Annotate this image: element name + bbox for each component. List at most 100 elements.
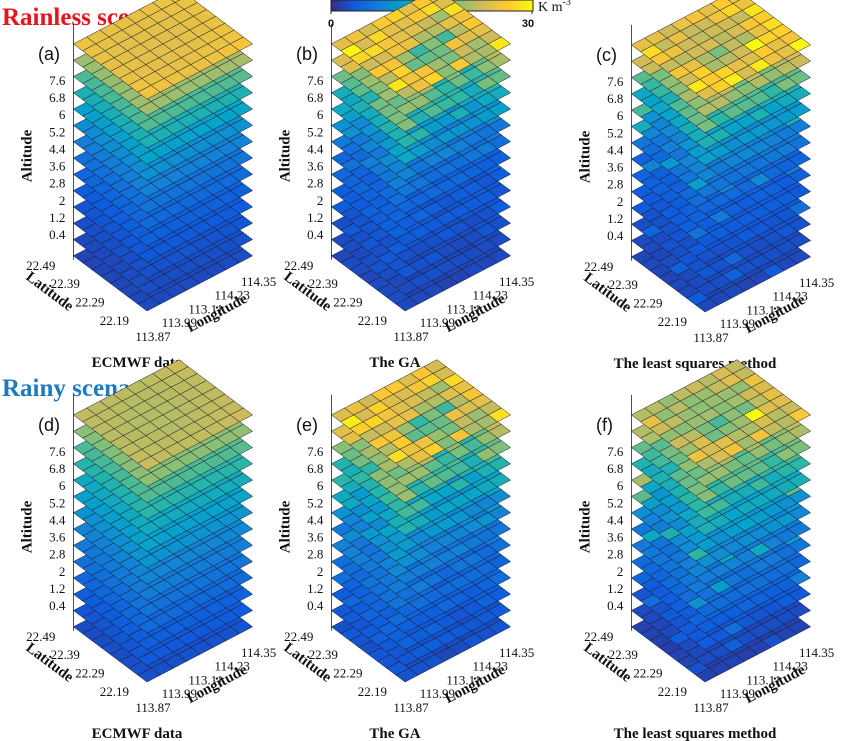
z-tick-label: 0.4	[49, 598, 66, 613]
cell	[137, 85, 161, 100]
z-tick-label: 4.4	[49, 512, 66, 527]
layer-0	[72, 0, 254, 100]
z-tick-label: 4.4	[307, 512, 324, 527]
z-tick-label: 7.6	[307, 73, 324, 88]
z-tick-label: 6.8	[307, 90, 323, 105]
x-tick-label: 114.35	[241, 274, 276, 289]
cell	[137, 166, 161, 181]
z-tick-label: 1.2	[49, 210, 65, 225]
z-tick-label: 3.6	[49, 159, 66, 174]
panel-f: 7.66.865.24.43.62.821.20.4Altitude22.492…	[577, 359, 834, 741]
z-tick-label: 5.2	[307, 495, 323, 510]
z-tick-label: 5.2	[49, 495, 65, 510]
z-tick-label: 3.6	[607, 160, 624, 175]
z-tick-label: 5.2	[49, 124, 65, 139]
z-tick-label: 7.6	[49, 444, 66, 459]
z-tick-label: 7.6	[307, 444, 324, 459]
panel-letter: (b)	[296, 44, 318, 64]
y-tick-label: 22.19	[100, 313, 129, 328]
panel-d: 7.66.865.24.43.62.821.20.4Altitude22.492…	[19, 359, 276, 741]
colorbar-unit: K m-3	[538, 0, 571, 15]
z-tick-label: 2	[59, 193, 66, 208]
altitude-label: Altitude	[19, 500, 35, 553]
x-tick-label: 114.23	[215, 288, 250, 303]
x-tick-label: 113.87	[135, 700, 171, 715]
z-tick-label: 2.8	[49, 176, 65, 191]
panel-letter: (a)	[38, 44, 60, 64]
z-tick-label: 1.2	[607, 211, 623, 226]
z-tick-label: 6.8	[49, 461, 65, 476]
z-tick-label: 6.8	[307, 461, 323, 476]
cell	[137, 117, 161, 132]
z-tick-label: 6	[317, 107, 324, 122]
z-tick-label: 3.6	[49, 530, 66, 545]
z-tick-label: 4.4	[49, 141, 66, 156]
z-tick-label: 1.2	[307, 210, 323, 225]
z-tick-label: 0.4	[607, 228, 624, 243]
z-tick-label: 7.6	[607, 74, 624, 89]
y-tick-label: 22.19	[100, 684, 129, 699]
cell	[137, 133, 161, 149]
cell	[171, 0, 181, 3]
panel-letter: (e)	[296, 415, 318, 435]
z-tick-label: 4.4	[307, 141, 324, 156]
panel-caption: The GA	[369, 355, 420, 371]
y-tick-label: 22.29	[633, 296, 662, 311]
altitude-label: Altitude	[277, 129, 293, 182]
z-tick-label: 6.8	[49, 90, 65, 105]
x-tick-label: 114.35	[241, 645, 276, 660]
altitude-label: Altitude	[277, 500, 293, 553]
cell	[137, 296, 161, 312]
x-tick-label: 113.11	[188, 301, 223, 316]
z-tick-label: 0.4	[307, 227, 324, 242]
z-tick-label: 6	[617, 108, 624, 123]
altitude-label: Altitude	[19, 129, 35, 182]
panel-c: 7.66.865.24.43.62.821.20.4Altitude22.492…	[577, 0, 834, 372]
x-tick-label: 114.35	[499, 645, 534, 660]
z-tick-label: 2.8	[49, 547, 65, 562]
cell	[137, 182, 161, 198]
z-tick-label: 2	[317, 564, 324, 579]
z-tick-label: 6	[317, 478, 324, 493]
panel-caption: The least squares method	[614, 356, 777, 372]
x-tick-label: 113.87	[393, 329, 429, 344]
y-tick-label: 22.29	[333, 666, 362, 681]
y-tick-label: 22.49	[26, 258, 55, 273]
cell	[137, 150, 161, 165]
cell	[137, 248, 161, 263]
x-tick-label: 113.99	[162, 315, 197, 330]
z-tick-label: 2.8	[307, 176, 323, 191]
z-tick-label: 1.2	[49, 581, 65, 596]
z-tick-label: 0.4	[49, 227, 66, 242]
z-tick-label: 3.6	[307, 530, 324, 545]
altitude-label: Altitude	[577, 130, 593, 183]
z-tick-label: 3.6	[307, 159, 324, 174]
z-tick-label: 1.2	[307, 581, 323, 596]
y-tick-label: 22.29	[75, 295, 104, 310]
cell	[137, 101, 161, 116]
z-tick-label: 2	[317, 193, 324, 208]
cell	[137, 215, 161, 230]
z-tick-label: 2	[617, 194, 624, 209]
z-tick-label: 2.8	[607, 177, 623, 192]
colorbar-tick-30: 30	[522, 18, 534, 30]
panel-e: 7.66.865.24.43.62.821.20.4Altitude22.492…	[277, 359, 534, 741]
z-tick-label: 6.8	[607, 91, 623, 106]
z-tick-label: 0.4	[307, 598, 324, 613]
panel-caption: ECMWF data	[92, 355, 183, 371]
y-tick-label: 22.39	[51, 276, 80, 291]
cell	[395, 264, 419, 279]
z-tick-label: 5.2	[607, 125, 623, 140]
cell	[137, 280, 161, 295]
y-tick-label: 22.29	[333, 295, 362, 310]
x-tick-label: 113.87	[135, 329, 171, 344]
panel-caption: The GA	[369, 726, 420, 741]
panel-letter: (d)	[38, 415, 60, 435]
x-tick-label: 113.87	[393, 700, 429, 715]
z-tick-label: 2	[59, 564, 66, 579]
y-tick-label: 22.29	[75, 666, 104, 681]
cell	[395, 296, 419, 312]
z-tick-label: 4.4	[607, 142, 624, 157]
panel-caption: ECMWF data	[92, 726, 183, 741]
